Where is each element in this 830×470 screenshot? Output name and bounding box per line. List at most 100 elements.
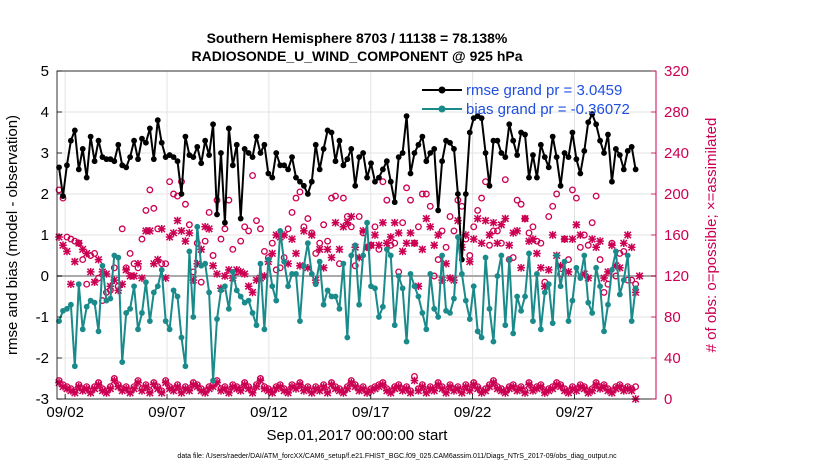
rmse-point (352, 182, 359, 189)
bias-point (526, 250, 532, 257)
legend: rmse grand pr = 3.0459 bias grand pr = -… (422, 82, 630, 118)
bias-point (253, 322, 260, 329)
rmse-point (95, 137, 102, 144)
possible-marker (371, 223, 379, 231)
assimilated_low-marker (114, 382, 123, 391)
rmse-point (498, 150, 505, 156)
assimilated-marker (584, 274, 593, 282)
assimilated-marker (635, 272, 644, 280)
rmse-point (316, 166, 323, 173)
assimilated_low-marker (300, 386, 308, 395)
rmse-point (537, 141, 544, 148)
bias-point (229, 269, 236, 275)
assimilated-marker (355, 253, 364, 262)
rmse-point (257, 150, 264, 156)
assimilated_low-marker (406, 389, 415, 397)
bias-point (395, 273, 402, 279)
assimilated_low-marker (533, 384, 541, 393)
assimilated_low-marker (596, 384, 604, 393)
assimilated_low-marker (157, 389, 166, 397)
assimilated-marker (623, 231, 632, 239)
assimilated-marker (394, 229, 403, 237)
y-tick-label-right: 0 (664, 391, 672, 408)
rmse-point (320, 146, 327, 152)
rmse-point (348, 146, 355, 152)
rmse-point (60, 193, 66, 199)
assimilated_low-marker (446, 382, 454, 391)
rmse-point (506, 121, 513, 128)
assimilated_low-marker (181, 384, 190, 393)
assimilated_low-marker (292, 384, 300, 393)
possible-marker (442, 243, 450, 251)
y-tick-label-right: 120 (664, 268, 689, 285)
assimilated_low-marker (78, 386, 87, 395)
possible-marker (217, 235, 225, 243)
assimilated_low-marker (264, 386, 273, 395)
assimilated_low-marker (351, 382, 360, 391)
bias-point (143, 279, 149, 286)
rmse-point (91, 158, 98, 165)
y-tick-label-left: 5 (41, 63, 49, 80)
assimilated_low-marker (580, 384, 589, 393)
assimilated_low-marker (256, 376, 265, 385)
rmse-point (229, 162, 236, 169)
bias-point (265, 256, 272, 263)
assimilated-marker (59, 241, 67, 250)
possible-marker (584, 241, 592, 249)
rmse-point (218, 150, 224, 156)
rmse-point (577, 170, 584, 177)
assimilated-marker (521, 214, 529, 223)
possible-marker (241, 223, 249, 231)
possible-marker (568, 186, 576, 194)
rmse-point (360, 150, 367, 156)
possible-marker (478, 194, 486, 202)
assimilated-marker (205, 225, 213, 233)
rmse-point (222, 219, 228, 226)
bias-point (300, 262, 307, 269)
rmse-point (225, 125, 232, 132)
possible-marker (91, 249, 99, 257)
assimilated_low-marker (592, 380, 600, 389)
rmse-point (581, 148, 588, 154)
assimilated-marker (529, 235, 537, 243)
assimilated-marker (197, 245, 206, 254)
possible-marker (249, 172, 256, 179)
assimilated-marker (138, 274, 146, 282)
assimilated_low-marker (221, 384, 229, 393)
rmse-point (403, 113, 410, 119)
assimilated_low-marker (134, 378, 142, 387)
bias-point (632, 285, 639, 292)
bias-point (462, 297, 469, 304)
assimilated-marker (292, 249, 300, 258)
assimilated-marker (252, 276, 261, 284)
possible-marker (391, 239, 399, 247)
rmse-point (439, 158, 446, 165)
assimilated_low-marker (363, 389, 371, 397)
assimilated-marker (161, 274, 170, 282)
bias-point (71, 363, 78, 370)
legend-bias-label: bias grand pr = -0.36072 (466, 101, 630, 118)
assimilated_low-marker (118, 386, 127, 395)
possible-marker (296, 188, 304, 196)
assimilated_low-marker (458, 389, 466, 397)
y-tick-label-right: 160 (664, 227, 689, 244)
bias-point (387, 252, 394, 259)
possible-marker (339, 194, 347, 202)
assimilated-marker (525, 237, 533, 245)
assimilated-marker (110, 276, 119, 284)
assimilated-marker (477, 239, 486, 248)
possible-marker (379, 178, 387, 186)
assimilated_low-marker (284, 389, 292, 397)
assimilated_low-marker (461, 382, 470, 391)
assimilated_low-marker (505, 384, 514, 393)
possible-marker (426, 202, 434, 210)
assimilated-marker (114, 286, 123, 295)
rmse-point (423, 158, 430, 165)
assimilated-marker (398, 247, 407, 256)
rmse-point (139, 135, 145, 142)
rmse-point (174, 158, 181, 165)
rmse-point (612, 146, 619, 152)
bias-point (79, 326, 86, 333)
assimilated-marker (410, 239, 419, 248)
rmse-point (198, 160, 205, 167)
